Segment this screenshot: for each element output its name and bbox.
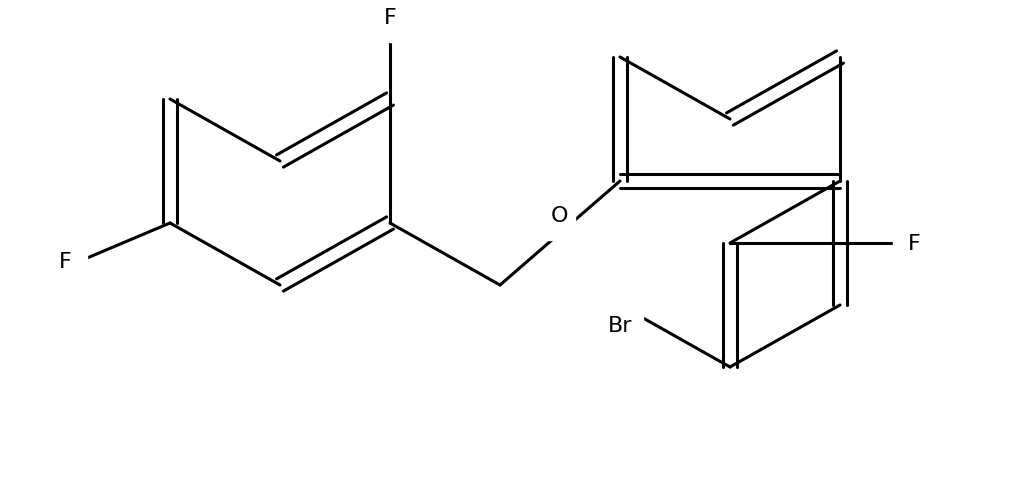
Bar — [545, 210, 575, 241]
Bar — [598, 301, 643, 330]
Bar — [893, 228, 923, 259]
Text: F: F — [59, 251, 72, 271]
Text: Br: Br — [608, 315, 632, 335]
Bar — [375, 13, 405, 43]
Text: O: O — [552, 205, 569, 225]
Bar — [57, 246, 87, 276]
Text: F: F — [908, 234, 920, 253]
Text: F: F — [384, 8, 396, 28]
